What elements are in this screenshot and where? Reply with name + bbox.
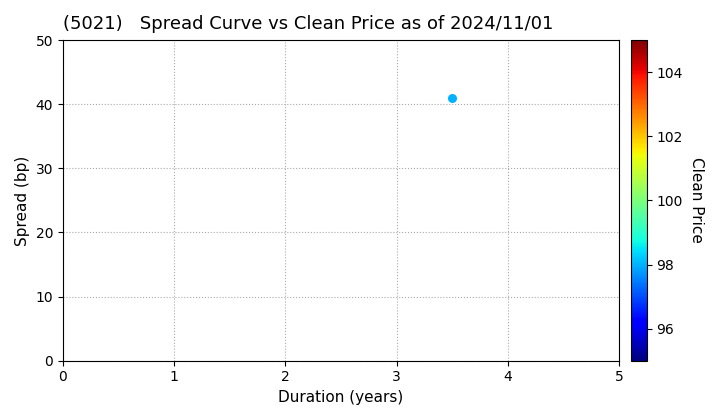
Y-axis label: Spread (bp): Spread (bp) — [15, 155, 30, 246]
Point — [446, 94, 458, 101]
Text: (5021)   Spread Curve vs Clean Price as of 2024/11/01: (5021) Spread Curve vs Clean Price as of… — [63, 15, 553, 33]
Y-axis label: Clean Price: Clean Price — [689, 158, 703, 243]
X-axis label: Duration (years): Duration (years) — [279, 390, 404, 405]
